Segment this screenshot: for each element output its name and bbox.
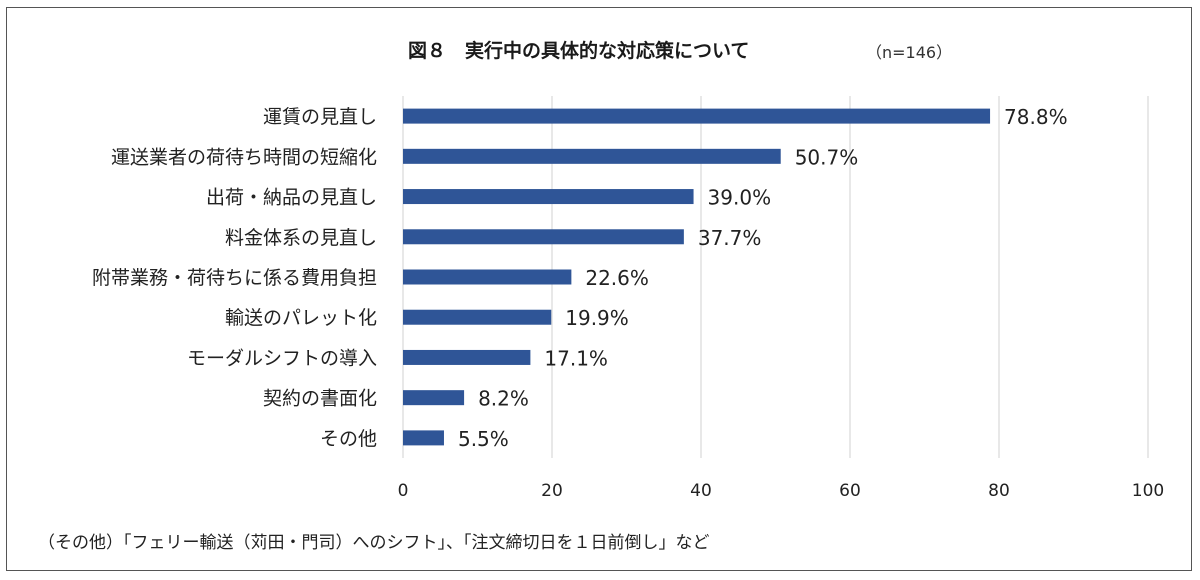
value-label: 19.9%	[565, 306, 629, 330]
x-tick-label: 100	[1132, 481, 1164, 501]
category-labels: 運賃の見直し運送業者の荷待ち時間の短縮化出荷・納品の見直し料金体系の見直し附帯業…	[92, 106, 377, 450]
value-label: 39.0%	[708, 186, 772, 210]
bar	[403, 189, 694, 205]
title-row: 図８ 実行中の具体的な対応策について （n=146）	[0, 36, 1200, 66]
x-tick-label: 80	[988, 481, 1010, 501]
value-labels: 78.8% 50.7% 39.0% 37.7% 22.6% 19.9% 17.1% 8.2% 5…	[458, 105, 1068, 451]
value-label: 5.5%	[458, 427, 509, 451]
bar	[403, 269, 572, 285]
bar	[403, 229, 684, 245]
value-label: 22.6%	[585, 266, 649, 290]
value-label: 17.1%	[544, 346, 608, 370]
footnote: （その他）「フェリー輸送（苅田・門司）へのシフト」、「注文締切日を１日前倒し」な…	[38, 533, 710, 553]
chart-title: 図８ 実行中の具体的な対応策について	[408, 40, 750, 62]
category-label: モーダルシフトの導入	[187, 347, 377, 369]
bar	[403, 349, 531, 365]
category-label: 契約の書面化	[263, 388, 377, 410]
bar	[403, 430, 444, 446]
category-label: 附帯業務・荷待ちに係る費用負担	[92, 267, 377, 289]
value-label: 8.2%	[478, 387, 529, 411]
chart-subtitle: （n=146）	[866, 43, 953, 62]
bar	[403, 390, 465, 406]
x-axis-ticks: 0 20 40 60 80 100	[398, 481, 1165, 501]
x-tick-label: 60	[839, 481, 861, 501]
value-label: 37.7%	[698, 226, 762, 250]
x-tick-label: 40	[690, 481, 712, 501]
category-label: 輸送のパレット化	[225, 307, 377, 329]
bars	[403, 108, 991, 446]
bar	[403, 148, 781, 164]
x-tick-label: 20	[541, 481, 563, 501]
bar	[403, 309, 552, 325]
category-label: 運送業者の荷待ち時間の短縮化	[111, 146, 377, 168]
category-label: 料金体系の見直し	[225, 227, 377, 249]
value-label: 50.7%	[795, 145, 859, 169]
value-label: 78.8%	[1004, 105, 1068, 129]
category-label: 出荷・納品の見直し	[206, 187, 377, 209]
chart-frame	[6, 7, 1192, 571]
x-tick-label: 0	[398, 481, 409, 501]
category-label: 運賃の見直し	[263, 106, 377, 128]
category-label: その他	[320, 428, 377, 450]
bar	[403, 108, 991, 124]
